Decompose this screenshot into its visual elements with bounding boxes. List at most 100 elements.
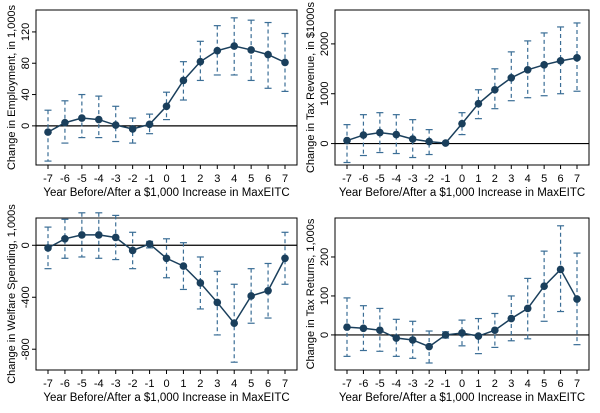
data-point <box>128 125 137 133</box>
x-tick-label: -4 <box>94 173 104 185</box>
plot-area <box>334 9 590 166</box>
data-point <box>145 120 154 129</box>
data-point <box>376 326 384 335</box>
x-tick-label: 4 <box>525 378 531 390</box>
x-tick-label: 2 <box>197 173 203 185</box>
data-point <box>264 50 272 59</box>
y-axis-title: Change in Employment, in 1,000s <box>6 4 18 170</box>
x-axis-title: Year Before/After a $1,000 Increase in M… <box>339 392 585 404</box>
x-tick-label: -2 <box>128 378 138 390</box>
data-point <box>573 295 581 303</box>
x-tick-label: -6 <box>60 173 70 185</box>
data-point <box>61 118 69 127</box>
data-point <box>111 121 120 129</box>
data-point <box>343 136 351 145</box>
data-point <box>78 114 86 122</box>
data-point <box>264 286 272 295</box>
x-tick-label: -5 <box>375 378 385 390</box>
x-tick-label: 6 <box>558 378 564 390</box>
y-tick-label: 2000 <box>319 32 331 56</box>
y-tick-label: 0 <box>20 242 32 248</box>
data-point <box>128 246 137 255</box>
x-tick-label: 5 <box>541 173 547 185</box>
data-point <box>458 119 466 128</box>
data-point <box>474 332 483 340</box>
x-tick-label: -3 <box>408 378 418 390</box>
data-point <box>441 139 450 147</box>
data-point <box>179 262 188 270</box>
data-point <box>162 254 171 263</box>
x-tick-label: 3 <box>508 173 514 185</box>
x-tick-label: -4 <box>391 378 401 390</box>
x-tick-label: -6 <box>359 378 369 390</box>
data-point <box>425 342 433 351</box>
x-tick-label: -2 <box>128 173 138 185</box>
x-tick-label: -7 <box>43 173 53 185</box>
x-tick-label: -3 <box>408 173 418 185</box>
x-tick-label: -2 <box>424 173 434 185</box>
data-point <box>78 231 86 239</box>
y-tick-label: 100 <box>319 287 331 305</box>
x-tick-label: 0 <box>163 378 169 390</box>
x-tick-label: 6 <box>265 378 271 390</box>
x-tick-label: 5 <box>248 378 254 390</box>
data-point <box>61 234 69 243</box>
data-point <box>556 265 565 274</box>
data-point <box>474 99 483 108</box>
y-tick-label: 1000 <box>319 81 331 105</box>
x-tick-label: 2 <box>492 378 498 390</box>
y-tick-label: 0 <box>20 123 32 129</box>
x-tick-label: -6 <box>359 173 369 185</box>
x-tick-label: 7 <box>574 378 580 390</box>
data-point <box>491 326 499 335</box>
x-tick-label: 7 <box>574 173 580 185</box>
x-tick-label: -3 <box>111 378 121 390</box>
y-tick-label: 40 <box>20 88 32 100</box>
data-point <box>179 76 188 85</box>
data-point <box>392 334 401 342</box>
data-point <box>441 331 450 339</box>
x-tick-label: -5 <box>77 378 87 390</box>
x-tick-label: 1 <box>180 173 186 185</box>
x-tick-label: -4 <box>391 173 401 185</box>
x-tick-label: -6 <box>60 378 70 390</box>
x-tick-label: -1 <box>145 173 155 185</box>
x-axis-title: Year Before/After a $1,000 Increase in M… <box>339 187 585 199</box>
x-tick-label: -1 <box>145 378 155 390</box>
x-axis-title: Year Before/After a $1,000 Increase in M… <box>43 392 289 404</box>
x-tick-label: 1 <box>475 378 481 390</box>
data-point <box>556 57 565 65</box>
y-tick-label: 0 <box>319 141 331 147</box>
data-point <box>359 324 368 333</box>
data-point <box>408 135 417 143</box>
data-point <box>162 102 171 111</box>
y-tick-label: 80 <box>20 57 32 69</box>
data-point <box>94 115 103 124</box>
data-point <box>573 54 581 62</box>
data-point <box>425 137 433 146</box>
x-axis-title: Year Before/After a $1,000 Increase in M… <box>43 187 289 199</box>
x-tick-label: 7 <box>282 173 288 185</box>
data-point <box>247 292 255 300</box>
data-point <box>507 73 516 82</box>
data-point <box>213 298 222 307</box>
x-tick-label: 3 <box>214 173 220 185</box>
y-tick-label: -400 <box>20 286 32 308</box>
data-point <box>359 131 368 139</box>
data-point <box>343 323 351 331</box>
x-tick-label: -1 <box>441 378 451 390</box>
y-axis-title: Change in Welfare Spending, 1,000s <box>6 204 18 384</box>
data-point <box>392 130 401 139</box>
x-tick-label: 1 <box>180 378 186 390</box>
data-point <box>281 58 289 67</box>
data-point <box>408 336 417 344</box>
data-point <box>196 57 205 66</box>
x-tick-label: 6 <box>265 173 271 185</box>
x-tick-label: 4 <box>525 173 531 185</box>
x-tick-label: 2 <box>492 173 498 185</box>
x-tick-label: -4 <box>94 378 104 390</box>
